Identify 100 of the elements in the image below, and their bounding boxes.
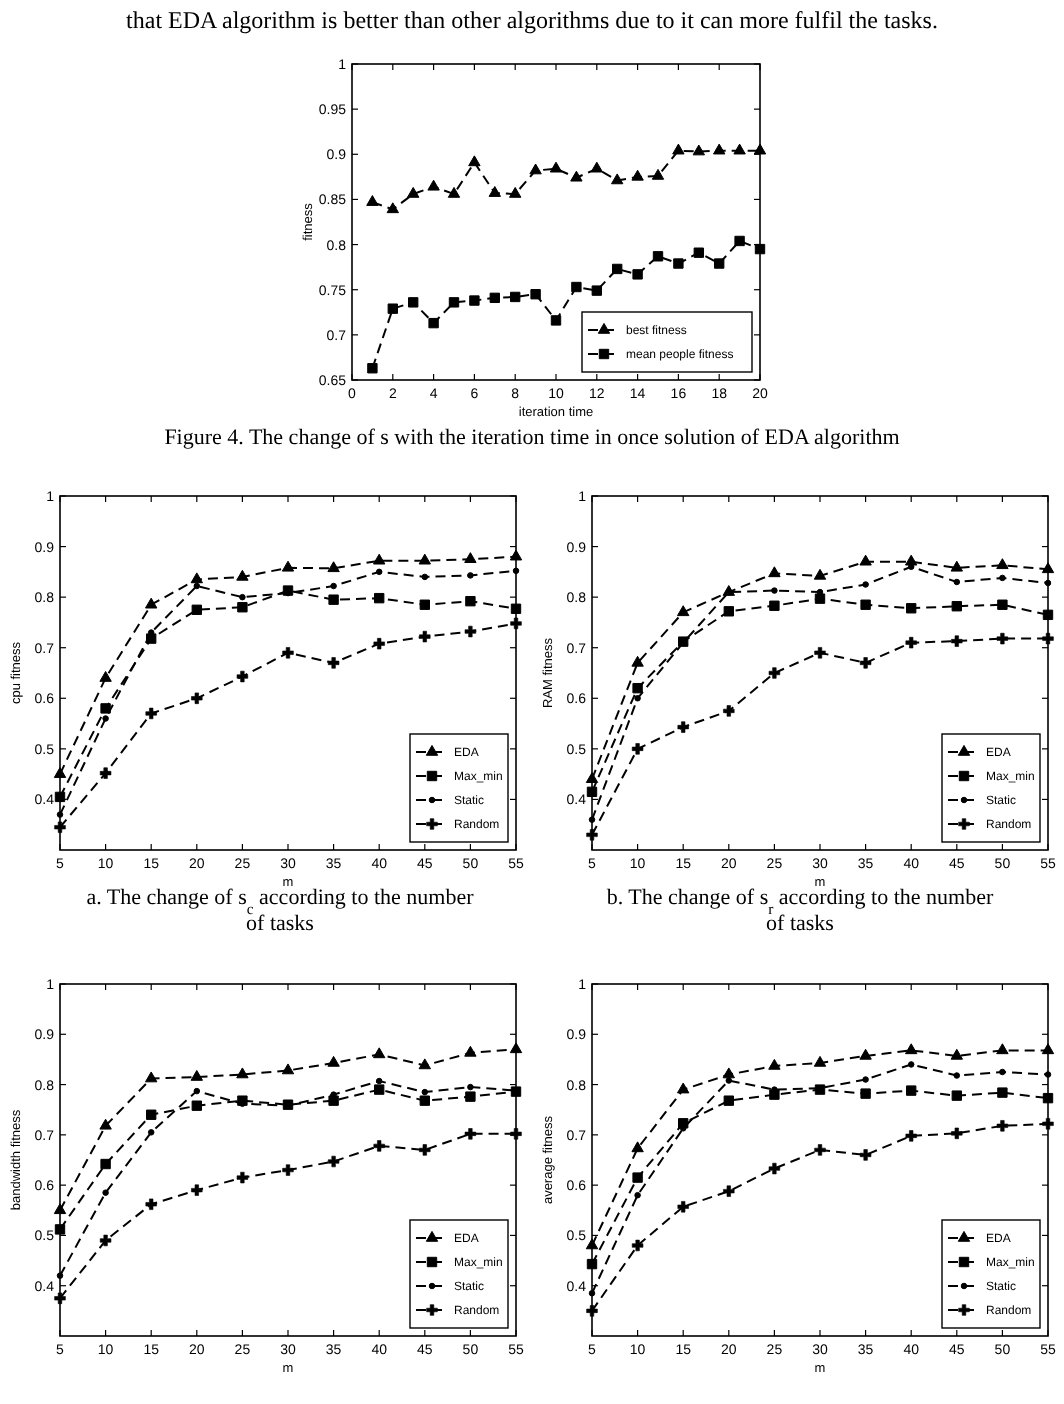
point	[510, 603, 522, 614]
point	[54, 791, 66, 803]
point	[768, 1162, 781, 1175]
point	[859, 554, 872, 566]
point	[236, 1067, 249, 1079]
point	[512, 567, 520, 575]
point	[905, 636, 917, 649]
point	[467, 572, 474, 579]
point	[236, 569, 249, 581]
point	[753, 143, 767, 155]
point	[634, 1191, 641, 1199]
point	[999, 574, 1006, 582]
point	[373, 638, 385, 650]
point	[999, 1068, 1006, 1076]
point	[99, 1118, 112, 1130]
point	[418, 553, 431, 565]
point	[813, 1055, 827, 1067]
point	[282, 1164, 294, 1176]
point	[950, 1048, 963, 1060]
point	[374, 592, 385, 604]
point	[330, 582, 337, 590]
point	[419, 1144, 431, 1156]
point	[631, 1239, 644, 1252]
point	[860, 599, 871, 610]
point	[373, 1047, 386, 1059]
point	[193, 582, 201, 590]
point	[373, 1140, 385, 1152]
point	[632, 269, 643, 280]
point	[677, 605, 690, 617]
point	[996, 1120, 1009, 1132]
point	[723, 705, 735, 717]
point	[549, 161, 563, 173]
point	[586, 829, 598, 841]
point	[99, 670, 112, 682]
point	[586, 1305, 598, 1317]
point	[53, 1203, 67, 1215]
point	[464, 552, 477, 563]
point	[54, 1292, 66, 1304]
point	[771, 587, 778, 594]
point	[448, 297, 460, 308]
point	[447, 186, 461, 198]
point	[591, 285, 602, 296]
point	[725, 1077, 733, 1084]
point	[419, 630, 431, 643]
point	[191, 604, 202, 615]
point	[418, 1058, 431, 1070]
point	[723, 1095, 734, 1106]
point	[813, 568, 827, 580]
point	[145, 1071, 158, 1083]
text: a. The change of s$_{c}$ according to the number of tasks	[86, 886, 475, 936]
point	[193, 1087, 201, 1095]
point	[814, 1144, 826, 1156]
point	[906, 1085, 917, 1096]
point	[56, 811, 64, 818]
point	[733, 143, 746, 155]
point	[814, 593, 826, 604]
point	[237, 602, 248, 613]
point	[419, 1095, 430, 1106]
point	[509, 1042, 523, 1054]
point	[327, 1055, 340, 1067]
point	[631, 655, 644, 667]
point	[419, 599, 430, 610]
point	[905, 1043, 918, 1055]
point	[651, 168, 665, 180]
point	[467, 1083, 474, 1091]
point	[281, 1063, 295, 1075]
point	[769, 600, 780, 611]
point	[102, 715, 109, 722]
point	[570, 170, 583, 182]
point	[996, 1043, 1009, 1055]
point	[862, 1076, 869, 1083]
point	[464, 625, 477, 638]
point	[1044, 1071, 1052, 1078]
point	[859, 1149, 872, 1161]
point	[859, 1048, 872, 1060]
point	[145, 597, 158, 609]
point	[997, 1087, 1008, 1098]
point	[862, 581, 869, 588]
point	[146, 1109, 157, 1120]
point	[236, 670, 249, 683]
point	[328, 594, 339, 605]
point	[677, 1201, 689, 1213]
point	[586, 786, 598, 798]
text: b. The change of s$_{r}$ according to the number of tasks	[606, 886, 994, 936]
point	[713, 143, 726, 155]
point	[327, 561, 340, 573]
point	[386, 202, 399, 214]
text: that EDA algorithm is better than other algorithms due to it can more fulfil the tasks.	[126, 6, 938, 34]
point	[673, 258, 684, 269]
point	[951, 635, 963, 647]
point	[997, 599, 1008, 610]
point	[632, 1172, 643, 1183]
point	[768, 1058, 781, 1070]
point	[722, 1067, 735, 1079]
point	[327, 1155, 340, 1168]
point	[953, 578, 961, 586]
point	[611, 173, 624, 185]
point	[375, 568, 383, 576]
point	[905, 1130, 917, 1142]
point	[190, 572, 203, 584]
